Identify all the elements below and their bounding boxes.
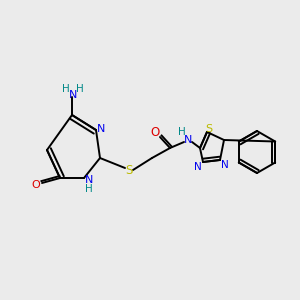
Text: H: H [62,84,70,94]
Text: N: N [194,162,202,172]
Text: H: H [76,84,84,94]
Text: S: S [125,164,133,178]
Text: N: N [97,124,105,134]
Text: N: N [85,175,93,185]
Text: N: N [69,90,77,100]
Text: H: H [178,127,186,137]
Text: S: S [206,124,213,134]
Text: H: H [85,184,93,194]
Text: N: N [184,135,192,145]
Text: N: N [221,160,229,170]
Text: O: O [32,180,40,190]
Text: O: O [150,125,160,139]
